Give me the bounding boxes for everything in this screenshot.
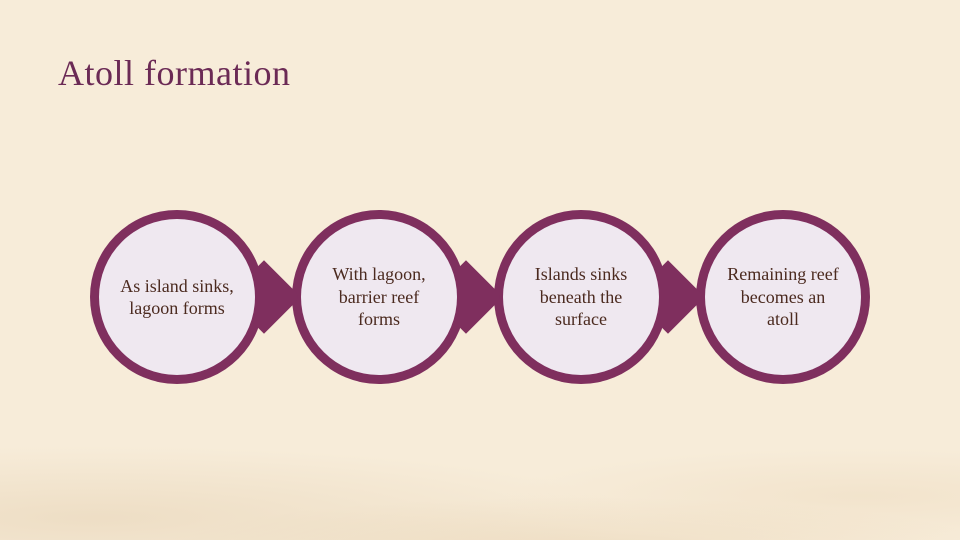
process-chain: As island sinks, lagoon forms With lagoo… <box>90 210 870 400</box>
step-label: As island sinks, lagoon forms <box>117 275 237 320</box>
process-step: As island sinks, lagoon forms <box>90 210 264 384</box>
step-circle: As island sinks, lagoon forms <box>99 219 255 375</box>
slide-title: Atoll formation <box>58 52 290 94</box>
